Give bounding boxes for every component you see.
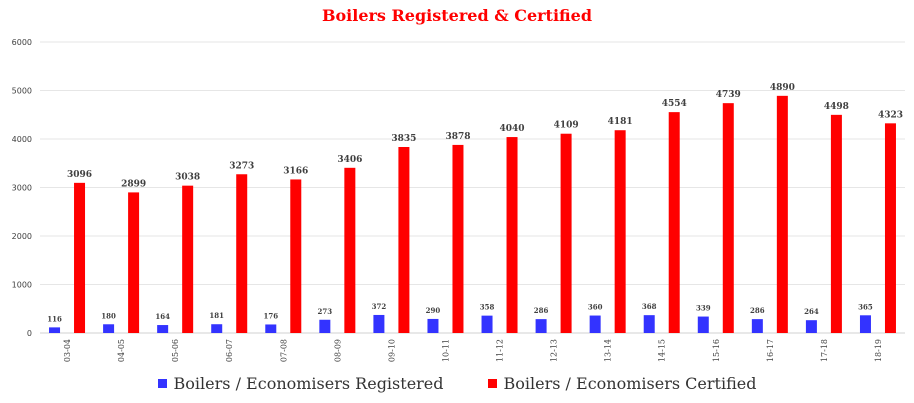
bar-registered: [643, 315, 655, 333]
bar-certified: [722, 103, 734, 333]
bar-certified: [830, 114, 842, 333]
bar-registered: [103, 324, 115, 333]
x-tick-label: 16-17: [766, 339, 775, 362]
bar-registered: [481, 315, 493, 333]
data-label-registered: 286: [750, 306, 765, 315]
bar-registered: [805, 320, 817, 333]
data-label-registered: 368: [642, 302, 657, 311]
bar-registered: [697, 316, 709, 333]
legend-swatch-registered: [157, 378, 167, 388]
y-tick-label: 4000: [12, 135, 32, 144]
data-label-registered: 181: [209, 311, 224, 320]
legend-item-registered: Boilers / Economisers Registered: [157, 373, 444, 393]
x-tick-label: 08-09: [333, 339, 342, 362]
x-tick-label: 03-04: [63, 339, 72, 362]
bar-registered: [211, 324, 223, 333]
x-tick-label: 05-06: [171, 339, 180, 362]
data-label-registered: 360: [588, 303, 603, 312]
bar-certified: [128, 192, 140, 333]
data-label-registered: 290: [426, 306, 441, 315]
data-label-registered: 286: [534, 306, 549, 315]
data-label-registered: 116: [47, 314, 62, 323]
bar-certified: [668, 112, 680, 333]
data-label-registered: 176: [263, 311, 278, 320]
x-tick-label: 11-12: [496, 339, 505, 362]
x-tick-label: 13-14: [604, 339, 613, 362]
data-label-certified: 4109: [554, 121, 579, 131]
y-tick-label: 1000: [12, 281, 32, 290]
bar-registered: [49, 327, 61, 333]
y-tick-label: 3000: [12, 184, 32, 193]
x-tick-label: 15-16: [712, 339, 721, 362]
legend-swatch-certified: [487, 378, 497, 388]
bar-certified: [344, 167, 356, 333]
data-label-certified: 4040: [500, 124, 525, 134]
data-label-certified: 3166: [283, 166, 308, 176]
data-label-certified: 2899: [121, 179, 146, 189]
x-tick-label: 18-19: [874, 339, 883, 362]
bar-registered: [373, 314, 385, 333]
y-tick-label: 2000: [12, 232, 32, 241]
bar-certified: [182, 185, 194, 333]
bar-certified: [614, 130, 626, 333]
bar-certified: [74, 182, 86, 333]
data-label-registered: 273: [318, 307, 333, 316]
legend-label-certified: Boilers / Economisers Certified: [503, 373, 757, 393]
data-label-registered: 365: [858, 302, 873, 311]
bar-certified: [560, 133, 572, 333]
data-label-registered: 358: [480, 303, 495, 312]
data-label-certified: 4323: [878, 110, 903, 120]
chart-title: Boilers Registered & Certified: [321, 6, 593, 25]
bar-certified: [452, 144, 464, 333]
bar-registered: [265, 324, 277, 333]
data-label-certified: 4890: [770, 83, 795, 93]
data-label-certified: 3096: [67, 170, 92, 180]
data-label-registered: 372: [372, 302, 387, 311]
bar-registered: [859, 315, 871, 333]
legend-label-registered: Boilers / Economisers Registered: [173, 373, 444, 393]
data-label-certified: 4181: [608, 117, 633, 127]
bar-registered: [319, 319, 331, 333]
data-label-registered: 264: [804, 307, 819, 316]
x-tick-label: 17-18: [820, 339, 829, 362]
data-label-certified: 4554: [662, 99, 687, 109]
data-label-certified: 4498: [824, 102, 849, 112]
data-label-certified: 3273: [229, 161, 254, 171]
data-label-certified: 4739: [716, 90, 741, 100]
y-tick-label: 0: [27, 329, 32, 338]
bar-certified: [290, 179, 302, 333]
bar-registered: [427, 318, 439, 333]
x-tick-label: 14-15: [658, 339, 667, 362]
bar-registered: [535, 319, 547, 333]
data-label-registered: 164: [155, 312, 170, 321]
bar-registered: [751, 319, 763, 333]
bar-registered: [589, 315, 601, 333]
bar-certified: [884, 123, 896, 333]
bar-certified: [776, 95, 788, 334]
y-tick-label: 5000: [12, 87, 32, 96]
data-label-registered: 180: [101, 311, 116, 320]
data-label-certified: 3878: [445, 132, 470, 142]
x-tick-label: 04-05: [117, 339, 126, 362]
data-label-certified: 3835: [391, 134, 416, 144]
x-tick-label: 10-11: [441, 339, 450, 362]
x-tick-label: 09-10: [387, 339, 396, 362]
y-tick-label: 6000: [12, 38, 32, 47]
legend: Boilers / Economisers Registered Boilers…: [0, 372, 914, 394]
x-tick-label: 12-13: [550, 339, 559, 362]
data-label-certified: 3038: [175, 173, 200, 183]
bar-certified: [236, 174, 248, 333]
data-label-registered: 339: [696, 304, 711, 313]
x-tick-label: 07-08: [279, 339, 288, 362]
legend-item-certified: Boilers / Economisers Certified: [487, 373, 757, 393]
bar-certified: [398, 147, 410, 333]
bar-certified: [506, 137, 518, 333]
data-label-certified: 3406: [337, 155, 362, 165]
bar-registered: [157, 325, 169, 333]
x-tick-label: 06-07: [225, 339, 234, 362]
